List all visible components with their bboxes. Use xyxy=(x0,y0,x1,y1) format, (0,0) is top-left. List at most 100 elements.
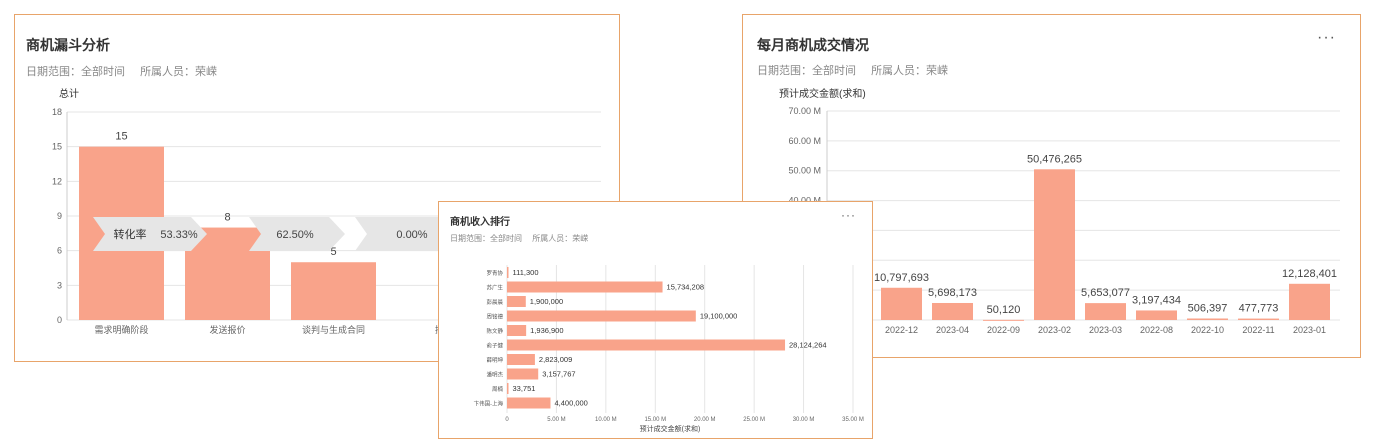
monthly-x-tick-label: 2022-10 xyxy=(1191,325,1224,335)
monthly-x-tick-label: 2022-09 xyxy=(987,325,1020,335)
ranking-data-label: 111,300 xyxy=(513,268,539,277)
funnel-filter-owner: 所属人员：荣嵘 xyxy=(140,66,218,78)
monthly-bar xyxy=(1085,303,1126,320)
ranking-x-tick-label: 35.00 M xyxy=(842,417,864,423)
ranking-y-tick-label: 薛明坤 xyxy=(486,356,503,364)
funnel-data-label: 8 xyxy=(224,212,230,224)
monthly-data-label: 50,476,265 xyxy=(1027,153,1082,165)
ranking-y-tick-label: 俞子健 xyxy=(486,342,503,350)
monthly-bar xyxy=(1187,318,1228,320)
revenue-ranking-card: 商机收入排行 日期范围：全部时间 所属人员：荣嵘 ··· 0 5.00 M 10.0… xyxy=(438,201,873,439)
monthly-card-filters: 日期范围：全部时间 所属人员：荣嵘 xyxy=(757,62,960,78)
ranking-bar xyxy=(507,310,696,322)
ranking-y-tick-label: 陈文静 xyxy=(486,327,503,335)
monthly-y-tick-label: 40.00 M xyxy=(788,196,821,206)
ranking-x-tick-label: 0 xyxy=(505,417,509,423)
ranking-y-tick-label: 彭晨晨 xyxy=(486,298,503,306)
funnel-y-axis-label: 总计 xyxy=(59,87,79,100)
ranking-bar xyxy=(507,383,509,394)
funnel-filter-date: 日期范围：全部时间 xyxy=(26,66,125,78)
funnel-data-label: 5 xyxy=(330,246,336,258)
monthly-bar xyxy=(983,319,1024,321)
monthly-bar xyxy=(1289,283,1330,320)
monthly-filter-owner: 所属人员：荣嵘 xyxy=(871,65,949,77)
monthly-y-tick-label: 50.00 M xyxy=(788,166,821,176)
monthly-data-label: 12,128,401 xyxy=(1282,268,1337,280)
monthly-y-axis-label: 预计成交金额(求和) xyxy=(779,87,866,100)
monthly-y-tick-label: 60.00 M xyxy=(788,136,821,146)
ranking-x-tick-label: 5.00 M xyxy=(547,417,565,423)
ranking-data-label: 1,936,900 xyxy=(530,326,563,335)
ranking-data-label: 1,900,000 xyxy=(530,297,563,306)
ranking-bar xyxy=(507,281,663,293)
ranking-y-tick-label: 周铭德 xyxy=(486,313,503,321)
ranking-bar xyxy=(507,325,527,336)
monthly-more-menu-icon[interactable]: ··· xyxy=(1317,29,1336,46)
ranking-y-tick-label: 卞伟国-上海 xyxy=(474,400,504,408)
funnel-card-title: 商机漏斗分析 xyxy=(26,37,110,53)
monthly-x-tick-label: 2023-04 xyxy=(936,325,969,335)
funnel-analysis-card: 商机漏斗分析 日期范围：全部时间 所属人员：荣嵘 总计 0 3 6 9 12 15 18 15 需… xyxy=(14,14,620,362)
monthly-bar xyxy=(1136,310,1177,320)
ranking-data-label: 15,734,208 xyxy=(667,283,705,292)
funnel-card-filters: 日期范围：全部时间 所属人员：荣嵘 xyxy=(26,63,229,79)
ranking-card-title: 商机收入排行 xyxy=(450,217,510,228)
ranking-bar xyxy=(507,368,539,380)
monthly-bar xyxy=(932,302,973,320)
monthly-filter-date: 日期范围：全部时间 xyxy=(757,65,856,77)
funnel-chart: 总计036912151815需求明确阶段8发送报价5谈判与生成合同挤53.33%… xyxy=(52,87,601,335)
ranking-filter-date: 日期范围：全部时间 xyxy=(450,234,522,243)
ranking-x-axis-label: 预计成交金额(求和) xyxy=(640,424,701,433)
ranking-bar xyxy=(507,296,526,307)
monthly-bar xyxy=(1034,169,1075,320)
monthly-chart: 预计成交金额(求和) 40.00 M 50.00 M 60.00 M 70.00 M 10… xyxy=(779,87,1340,335)
funnel-bar xyxy=(291,262,376,320)
monthly-y-tick-label: 70.00 M xyxy=(788,106,821,116)
funnel-y-tick-label: 18 xyxy=(52,107,62,117)
funnel-y-tick-label: 9 xyxy=(57,211,62,221)
ranking-data-label: 19,100,000 xyxy=(700,312,738,321)
monthly-data-label: 5,653,077 xyxy=(1081,287,1130,299)
ranking-bar xyxy=(507,339,786,351)
ranking-data-label: 28,124,264 xyxy=(789,341,827,350)
conversion-rate: 62.50% xyxy=(276,229,314,241)
funnel-data-label: 15 xyxy=(115,131,127,143)
monthly-x-tick-label: 2023-03 xyxy=(1089,325,1122,335)
funnel-x-tick-label: 需求明确阶段 xyxy=(94,324,148,335)
ranking-x-tick-label: 15.00 M xyxy=(644,417,666,423)
ranking-bar xyxy=(507,354,535,365)
monthly-x-tick-label: 2022-11 xyxy=(1242,325,1274,335)
monthly-x-tick-label: 2023-01 xyxy=(1293,325,1326,335)
conversion-arrow xyxy=(249,217,345,251)
monthly-bar xyxy=(881,287,922,320)
monthly-card-title: 每月商机成交情况 xyxy=(757,37,869,53)
monthly-data-label: 50,120 xyxy=(987,304,1021,316)
ranking-x-tick-label: 10.00 M xyxy=(595,417,617,423)
ranking-x-tick-label: 20.00 M xyxy=(694,417,716,423)
ranking-data-label: 2,823,009 xyxy=(539,355,572,364)
monthly-data-label: 506,397 xyxy=(1188,302,1228,314)
funnel-y-tick-label: 3 xyxy=(57,280,62,290)
ranking-chart: 0 5.00 M 10.00 M 15.00 M 20.00 M 25.00 M 30.00… xyxy=(474,265,864,433)
ranking-y-tick-label: 潘明杰 xyxy=(486,371,503,379)
ranking-data-label: 4,400,000 xyxy=(554,399,587,408)
ranking-y-tick-label: 周楠 xyxy=(492,385,504,393)
ranking-y-tick-label: 罗青协 xyxy=(486,269,503,277)
ranking-more-menu-icon[interactable]: ··· xyxy=(841,208,856,222)
monthly-data-label: 3,197,434 xyxy=(1132,294,1181,306)
monthly-x-tick-label: 2022-12 xyxy=(885,325,918,335)
ranking-data-label: 3,157,767 xyxy=(542,370,575,379)
funnel-x-tick-label: 谈判与生成合同 xyxy=(302,324,365,335)
monthly-data-label: 10,797,693 xyxy=(874,272,929,284)
monthly-bar xyxy=(1238,318,1279,320)
funnel-y-tick-label: 15 xyxy=(52,142,62,152)
ranking-x-tick-label: 25.00 M xyxy=(743,417,765,423)
ranking-y-tick-label: 苏广生 xyxy=(486,284,503,292)
monthly-data-label: 477,773 xyxy=(1239,303,1279,315)
monthly-x-tick-label: 2022-08 xyxy=(1140,325,1173,335)
funnel-y-tick-label: 0 xyxy=(57,315,62,325)
monthly-data-label: 5,698,173 xyxy=(928,287,977,299)
ranking-x-tick-label: 30.00 M xyxy=(793,417,815,423)
funnel-y-tick-label: 12 xyxy=(52,176,62,186)
conversion-rate-label: 转化率 xyxy=(114,227,147,241)
